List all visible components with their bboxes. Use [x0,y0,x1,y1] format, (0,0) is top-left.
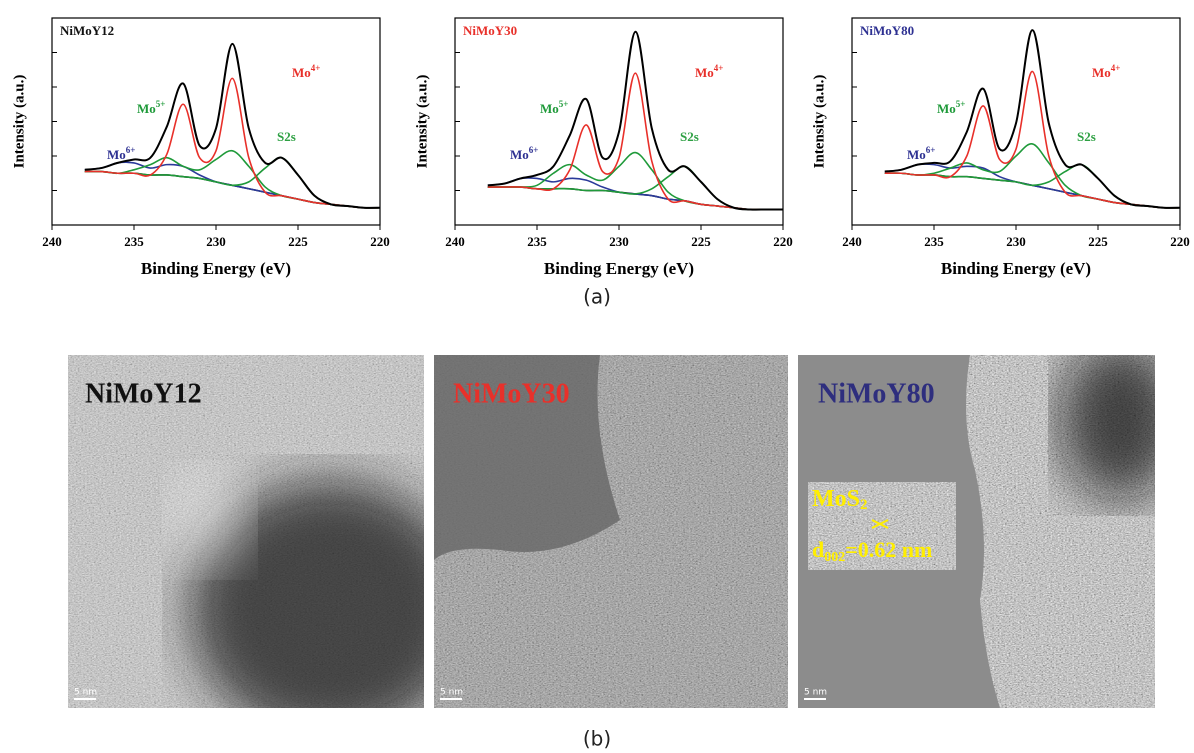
series-line [885,71,1180,207]
x-tick-label: 240 [445,234,465,249]
peak-label: Mo6+ [907,145,935,162]
series-line [488,187,783,210]
peak-label-text: Mo [137,101,156,116]
inset-spacing-rest: =0.62 nm [845,537,932,562]
x-tick-label: 235 [924,234,944,249]
plot-frame [455,18,783,225]
figure: NiMoY12 NiMoY30 NiMoY80 MoS2 d002=0.62 n… [0,0,1194,753]
peak-label: Mo4+ [695,63,723,80]
x-tick-label: 230 [609,234,629,249]
series-line [85,171,380,207]
inset-title-text: MoS [812,486,860,512]
panel-label: (a) [583,285,611,309]
tem-image [68,355,470,740]
x-tick-label: 230 [1006,234,1026,249]
x-tick-label: 240 [42,234,62,249]
peak-label-sup: 4+ [714,63,724,73]
series-line [85,44,380,208]
scale-label: 5 nm [804,688,827,698]
peak-label: Mo5+ [540,99,568,116]
xps-chart: 240 235 230 225 220 Binding Energy (eV) Intens… [414,18,792,278]
peak-label: Mo5+ [137,99,165,116]
chart-title: NiMoY30 [463,23,517,38]
peak-label: S2s [277,129,296,144]
x-tick-label: 235 [124,234,144,249]
series-line [488,32,783,210]
peak-label-sup: 6+ [126,145,136,155]
image-label: NiMoY80 [818,378,935,409]
x-tick-label: 230 [206,234,226,249]
series-line [488,73,783,209]
scale-label: 5 nm [74,688,97,698]
peak-label-sup: 6+ [529,145,539,155]
xps-chart: 240 235 230 225 220 Binding Energy (eV) Intens… [811,18,1189,278]
peak-label: S2s [1077,129,1096,144]
chart-title: NiMoY80 [860,23,914,38]
series-line [85,78,380,208]
chart-title: NiMoY12 [60,23,114,38]
x-axis-label: Binding Energy (eV) [141,259,291,278]
peak-label: Mo6+ [510,145,538,162]
series-line [85,158,380,208]
series-line [885,164,1180,207]
inset-spacing-sub: 002 [824,550,845,565]
peak-label-text: S2s [680,129,699,144]
y-axis-label: Intensity (a.u.) [11,75,27,169]
series-line [488,153,783,210]
x-tick-label: 225 [1088,234,1108,249]
plot-frame [52,18,380,225]
x-axis-label: Binding Energy (eV) [941,259,1091,278]
series-line [85,151,380,208]
peak-label: Mo5+ [937,99,965,116]
x-tick-label: 220 [370,234,390,249]
image-label: NiMoY30 [453,378,570,409]
peak-label-text: Mo [1092,65,1111,80]
x-tick-label: 240 [842,234,862,249]
peak-label-text: Mo [107,147,126,162]
x-tick-label: 225 [288,234,308,249]
peak-label-sup: 4+ [1111,63,1121,73]
y-axis-label: Intensity (a.u.) [811,75,827,169]
x-tick-label: 235 [527,234,547,249]
series-line [885,173,1180,208]
peak-label-text: Mo [510,147,529,162]
panel-label: (b) [583,727,611,751]
peak-label-text: S2s [1077,129,1096,144]
x-tick-label: 225 [691,234,711,249]
peak-label-sup: 4+ [311,63,321,73]
peak-label-text: S2s [277,129,296,144]
peak-label-text: Mo [540,101,559,116]
x-tick-label: 220 [773,234,793,249]
image-label: NiMoY12 [85,378,202,409]
y-axis-label: Intensity (a.u.) [414,75,430,169]
peak-label-text: Mo [292,65,311,80]
inset-title-sub: 2 [860,497,868,513]
inset-spacing-text: d [812,537,824,562]
peak-label-sup: 5+ [559,99,569,109]
peak-label-text: Mo [695,65,714,80]
peak-label-text: Mo [907,147,926,162]
series-line [885,30,1180,208]
xps-chart: 240 235 230 225 220 Binding Energy (eV) Intens… [11,18,389,278]
peak-label-text: Mo [937,101,956,116]
x-tick-label: 220 [1170,234,1190,249]
peak-label: Mo4+ [292,63,320,80]
inset-title: MoS2 [812,486,868,514]
peak-label-sup: 6+ [926,145,936,155]
x-axis-label: Binding Energy (eV) [544,259,694,278]
peak-label-sup: 5+ [956,99,966,109]
scale-label: 5 nm [440,688,463,698]
peak-label: S2s [680,129,699,144]
peak-label: Mo4+ [1092,63,1120,80]
peak-label-sup: 5+ [156,99,166,109]
